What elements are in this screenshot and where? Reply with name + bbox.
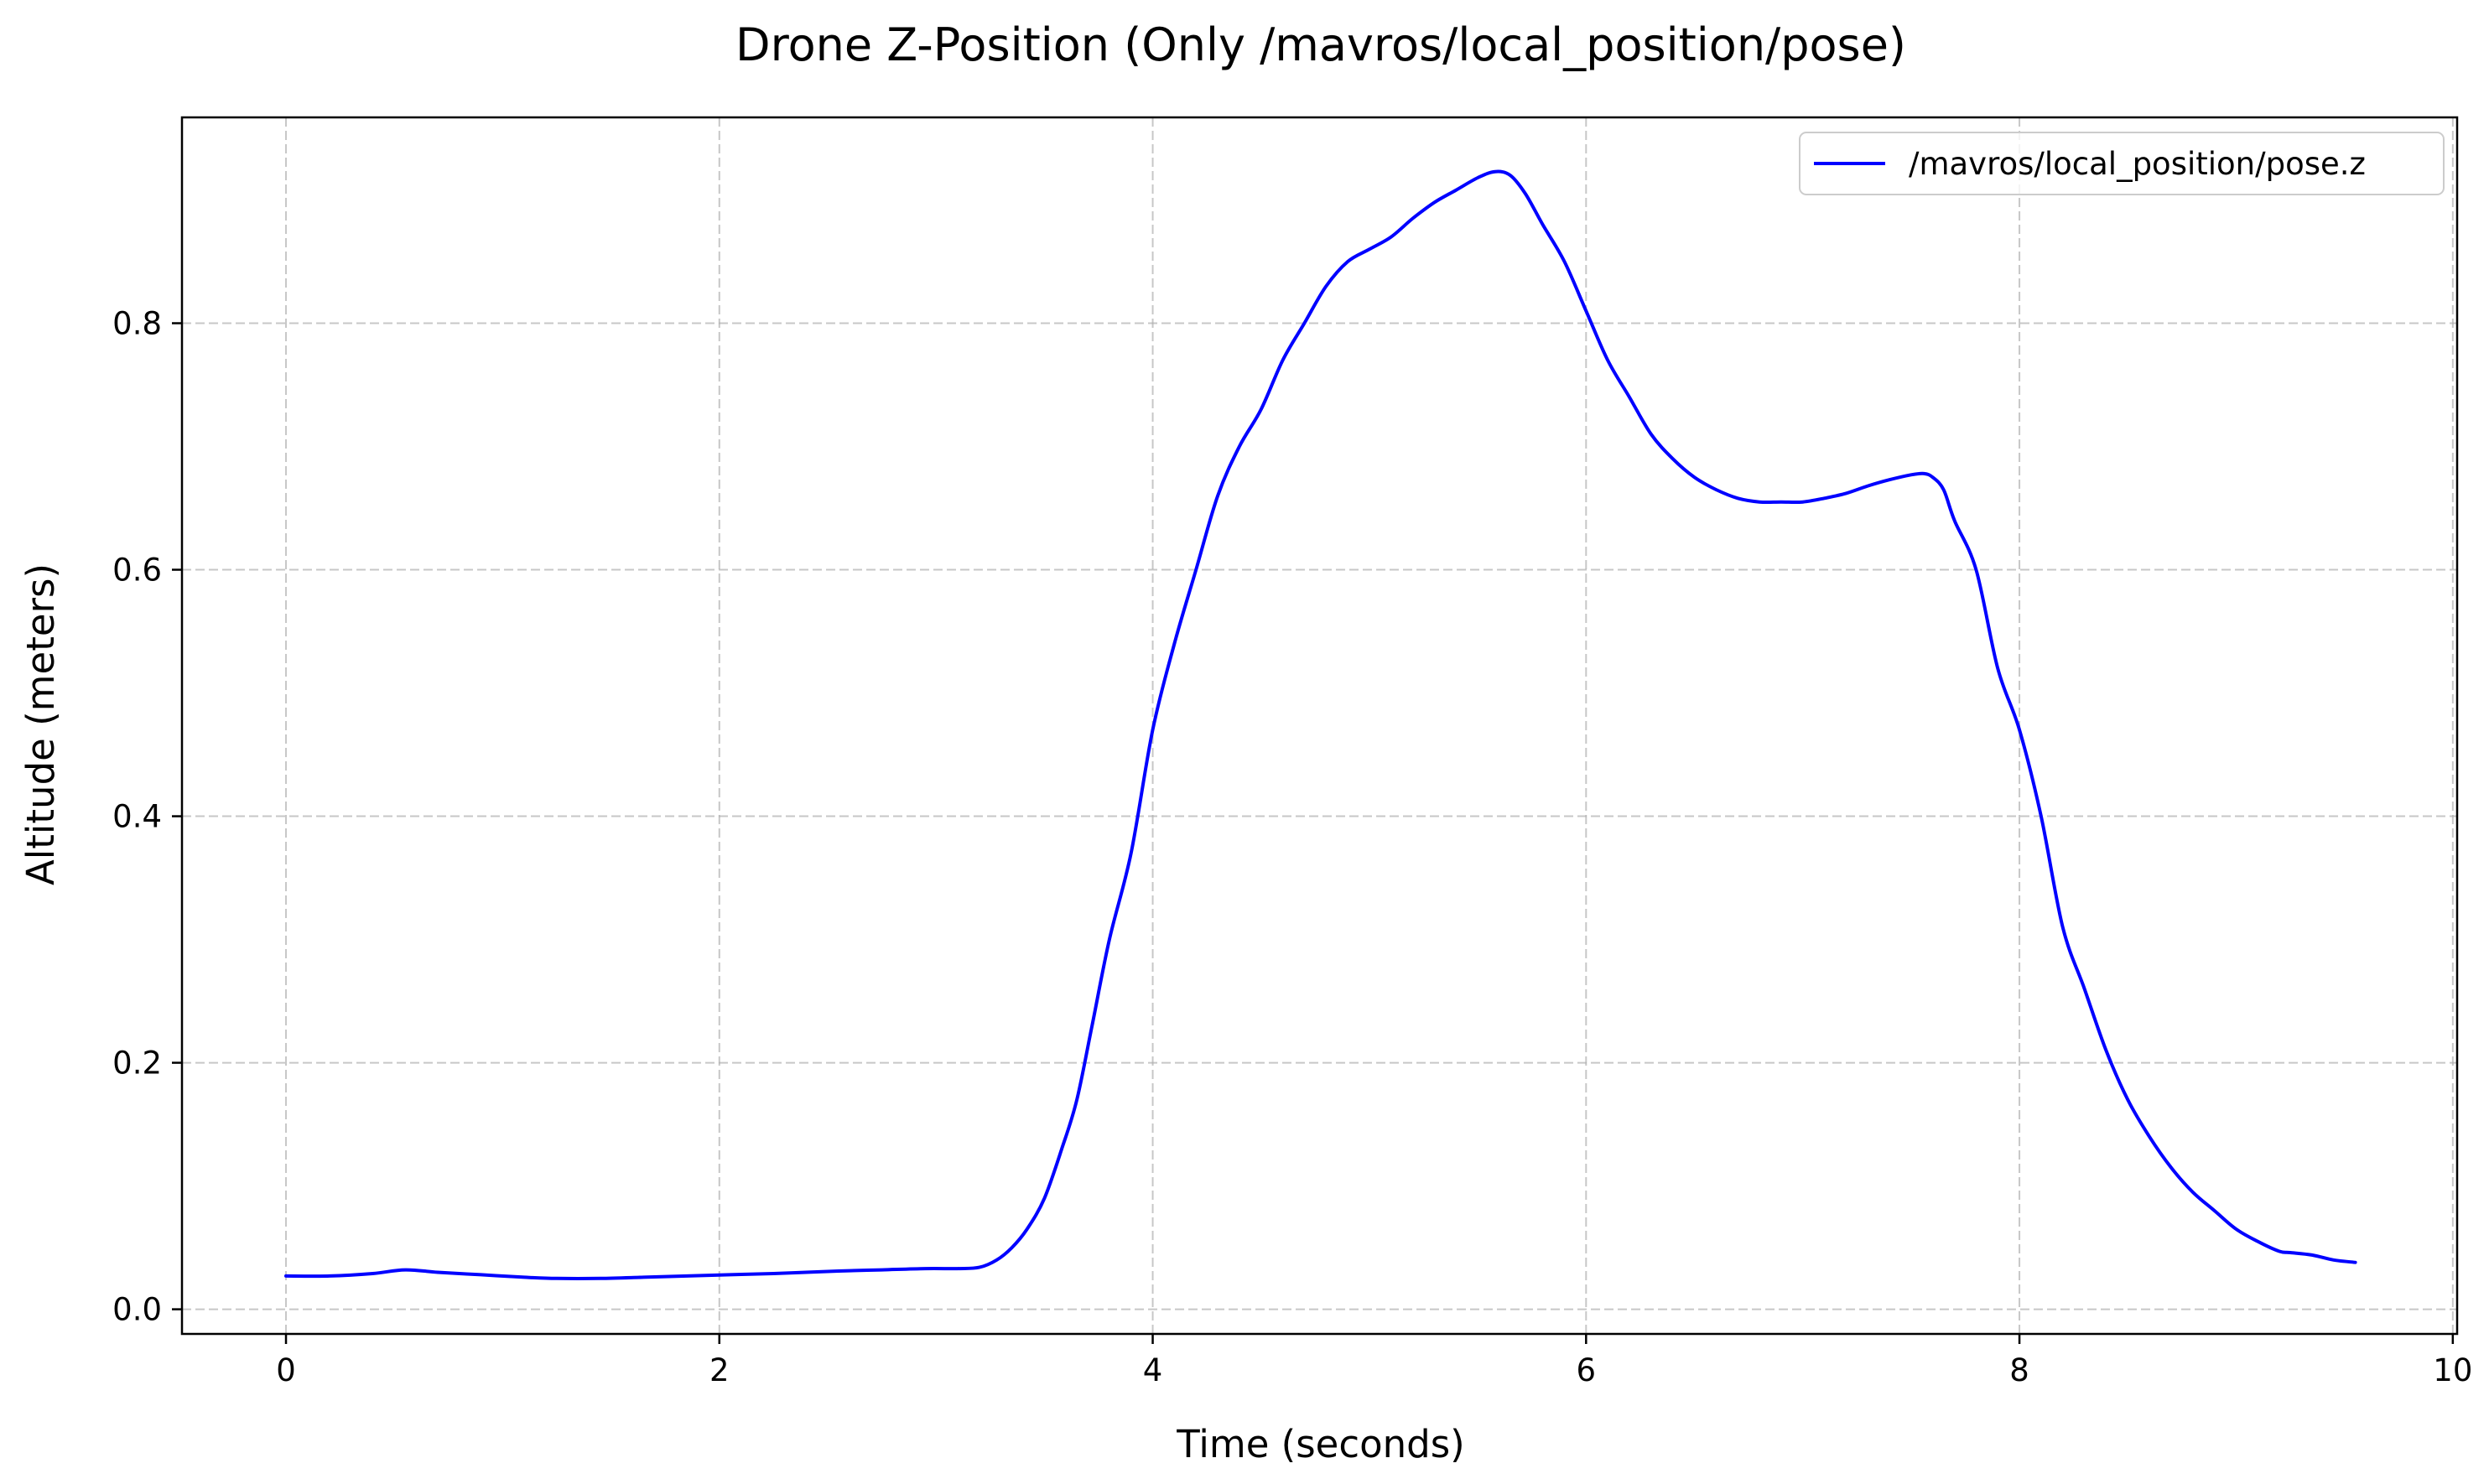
chart-title: Drone Z-Position (Only /mavros/local_pos… xyxy=(735,18,1906,71)
x-tick-label: 10 xyxy=(2433,1352,2472,1388)
legend-label: /mavros/local_position/pose.z xyxy=(1909,146,2366,182)
x-tick-label: 8 xyxy=(2009,1352,2029,1388)
grid-layer xyxy=(182,117,2457,1334)
series-line-pose-z xyxy=(284,169,2357,1281)
y-tick-label: 0.2 xyxy=(112,1046,162,1082)
y-tick-label: 0.4 xyxy=(112,799,162,835)
tick-layer: 0 2 4 6 8 10 0.0 0.2 0.4 0.6 0.8 xyxy=(112,306,2472,1388)
x-tick-label: 0 xyxy=(276,1352,296,1388)
x-tick-label: 6 xyxy=(1577,1352,1597,1388)
y-axis-title: Altitude (meters) xyxy=(18,563,63,885)
plot-frame xyxy=(180,116,2459,1336)
x-axis-title: Time (seconds) xyxy=(1176,1422,1464,1466)
y-tick-label: 0.8 xyxy=(112,306,162,342)
y-tick-label: 0.0 xyxy=(112,1292,162,1328)
x-tick-label: 4 xyxy=(1143,1352,1163,1388)
y-tick-label: 0.6 xyxy=(112,553,162,589)
series-layer xyxy=(284,169,2357,1281)
x-tick-label: 2 xyxy=(709,1352,730,1388)
legend-box xyxy=(1799,132,2445,195)
legend: /mavros/local_position/pose.z xyxy=(1799,132,2445,195)
